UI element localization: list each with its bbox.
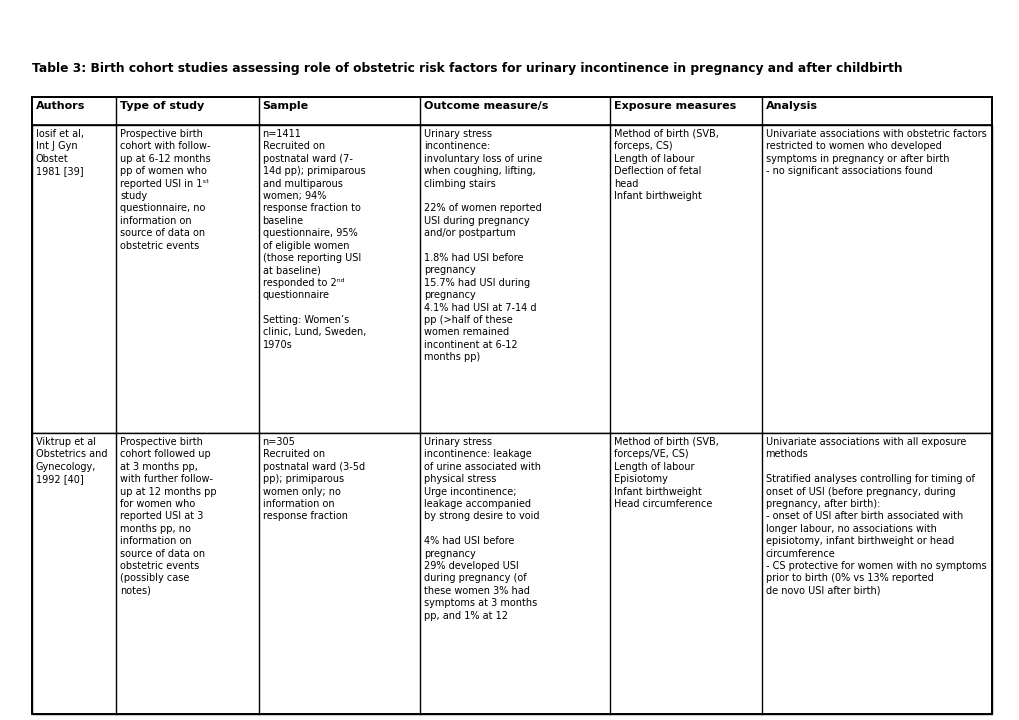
Bar bbox=[32, 433, 991, 714]
Text: Sample: Sample bbox=[262, 101, 309, 111]
Text: Analysis: Analysis bbox=[765, 101, 817, 111]
Text: Outcome measure/s: Outcome measure/s bbox=[424, 101, 547, 111]
Bar bbox=[32, 97, 991, 714]
Text: n=1411
Recruited on
postnatal ward (7-
14d pp); primiparous
and multiparous
wome: n=1411 Recruited on postnatal ward (7- 1… bbox=[262, 129, 366, 350]
Text: Method of birth (SVB,
forceps, CS)
Length of labour
Deflection of fetal
head
Inf: Method of birth (SVB, forceps, CS) Lengt… bbox=[613, 129, 718, 201]
Text: Type of study: Type of study bbox=[120, 101, 205, 111]
Bar bbox=[32, 97, 991, 125]
Text: Univariate associations with obstetric factors
restricted to women who developed: Univariate associations with obstetric f… bbox=[765, 129, 985, 176]
Text: Viktrup et al
Obstetrics and
Gynecology,
1992 [40]: Viktrup et al Obstetrics and Gynecology,… bbox=[36, 437, 107, 484]
Text: Table 3: Birth cohort studies assessing role of obstetric risk factors for urina: Table 3: Birth cohort studies assessing … bbox=[32, 62, 902, 75]
Bar bbox=[32, 97, 991, 125]
Bar bbox=[32, 125, 991, 433]
Text: Authors: Authors bbox=[36, 101, 86, 111]
Text: Iosif et al,
Int J Gyn
Obstet
1981 [39]: Iosif et al, Int J Gyn Obstet 1981 [39] bbox=[36, 129, 84, 176]
Text: n=305
Recruited on
postnatal ward (3-5d
pp); primiparous
women only; no
informat: n=305 Recruited on postnatal ward (3-5d … bbox=[262, 437, 365, 521]
Text: Prospective birth
cohort with follow-
up at 6-12 months
pp of women who
reported: Prospective birth cohort with follow- up… bbox=[120, 129, 211, 251]
Bar bbox=[32, 125, 991, 433]
Text: Exposure measures: Exposure measures bbox=[613, 101, 736, 111]
Text: Univariate associations with all exposure
methods

Stratified analyses controlli: Univariate associations with all exposur… bbox=[765, 437, 985, 596]
Text: Prospective birth
cohort followed up
at 3 months pp,
with further follow-
up at : Prospective birth cohort followed up at … bbox=[120, 437, 217, 596]
Text: Method of birth (SVB,
forceps/VE, CS)
Length of labour
Episiotomy
Infant birthwe: Method of birth (SVB, forceps/VE, CS) Le… bbox=[613, 437, 718, 509]
Bar bbox=[32, 433, 991, 714]
Text: Urinary stress
incontinence: leakage
of urine associated with
physical stress
Ur: Urinary stress incontinence: leakage of … bbox=[424, 437, 540, 621]
Text: Urinary stress
incontinence:
involuntary loss of urine
when coughing, lifting,
c: Urinary stress incontinence: involuntary… bbox=[424, 129, 541, 362]
